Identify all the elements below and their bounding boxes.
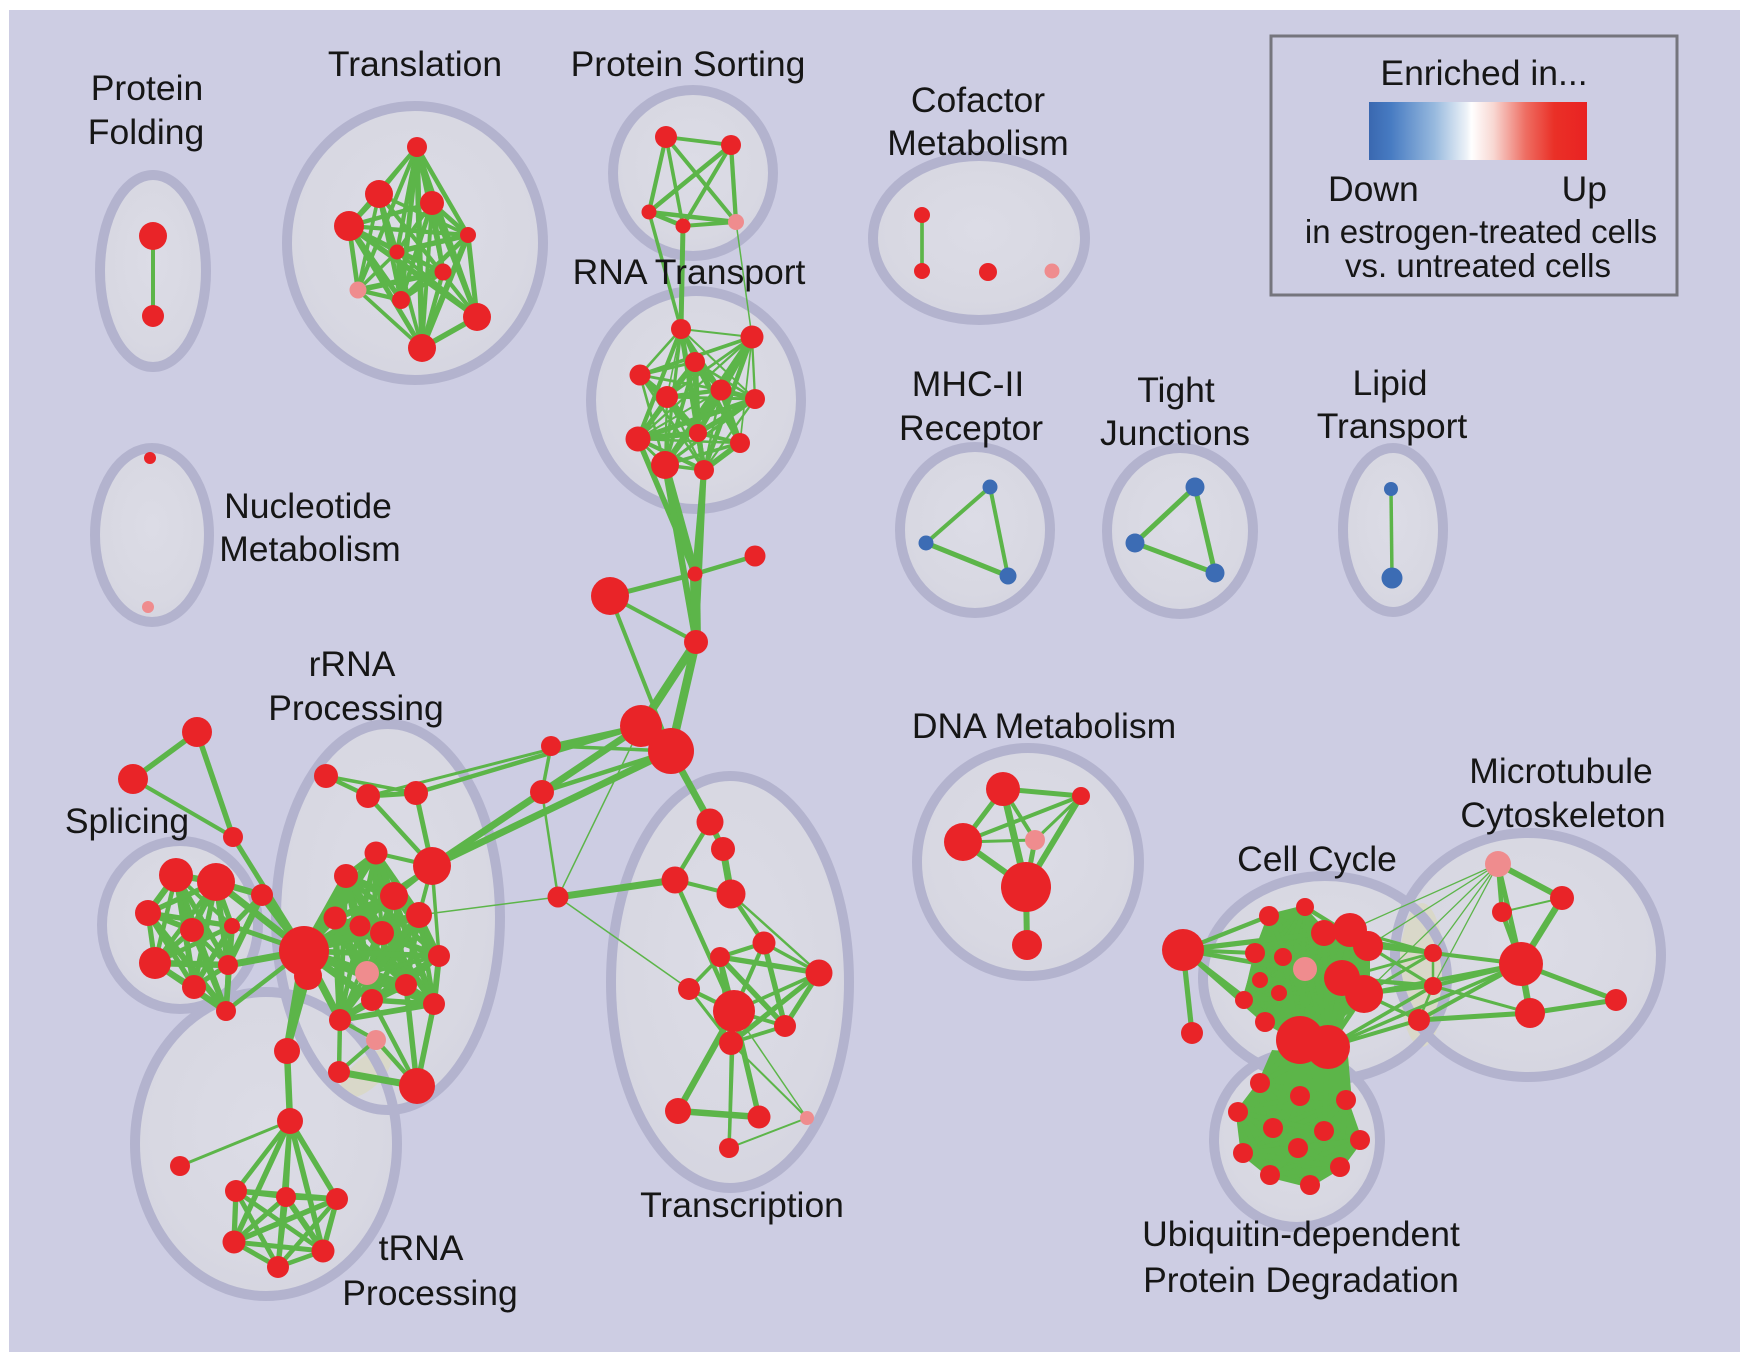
svg-text:Folding: Folding (88, 112, 204, 152)
svg-text:Ubiquitin-dependent: Ubiquitin-dependent (1142, 1214, 1460, 1254)
svg-text:Cytoskeleton: Cytoskeleton (1460, 795, 1665, 835)
svg-text:DNA Metabolism: DNA Metabolism (912, 706, 1176, 746)
svg-text:Splicing: Splicing (65, 801, 189, 841)
svg-text:Tight: Tight (1137, 370, 1215, 410)
svg-text:Transport: Transport (1317, 406, 1468, 446)
svg-text:MHC-II: MHC-II (912, 364, 1024, 404)
svg-text:Metabolism: Metabolism (887, 123, 1069, 163)
svg-text:Protein: Protein (91, 68, 203, 108)
svg-text:Cofactor: Cofactor (911, 80, 1045, 120)
svg-text:Protein Degradation: Protein Degradation (1143, 1260, 1459, 1300)
svg-text:Down: Down (1328, 169, 1419, 209)
svg-text:Cell Cycle: Cell Cycle (1237, 839, 1397, 879)
svg-text:tRNA: tRNA (379, 1228, 464, 1268)
svg-text:vs. untreated cells: vs. untreated cells (1345, 247, 1611, 284)
svg-text:RNA Transport: RNA Transport (573, 252, 806, 292)
svg-text:Junctions: Junctions (1100, 413, 1250, 453)
svg-text:Protein Sorting: Protein Sorting (571, 44, 806, 84)
svg-text:Translation: Translation (328, 44, 502, 84)
svg-text:Transcription: Transcription (640, 1185, 844, 1225)
svg-text:Microtubule: Microtubule (1469, 751, 1653, 791)
svg-text:Nucleotide: Nucleotide (224, 486, 392, 526)
svg-text:Processing: Processing (342, 1273, 518, 1313)
svg-text:in estrogen-treated cells: in estrogen-treated cells (1305, 213, 1657, 250)
svg-text:Metabolism: Metabolism (219, 529, 401, 569)
svg-text:Up: Up (1562, 169, 1607, 209)
svg-text:Enriched in...: Enriched in... (1380, 53, 1587, 93)
svg-text:rRNA: rRNA (309, 644, 396, 684)
svg-text:Processing: Processing (268, 688, 444, 728)
svg-text:Lipid: Lipid (1352, 363, 1427, 403)
svg-text:Receptor: Receptor (899, 408, 1043, 448)
